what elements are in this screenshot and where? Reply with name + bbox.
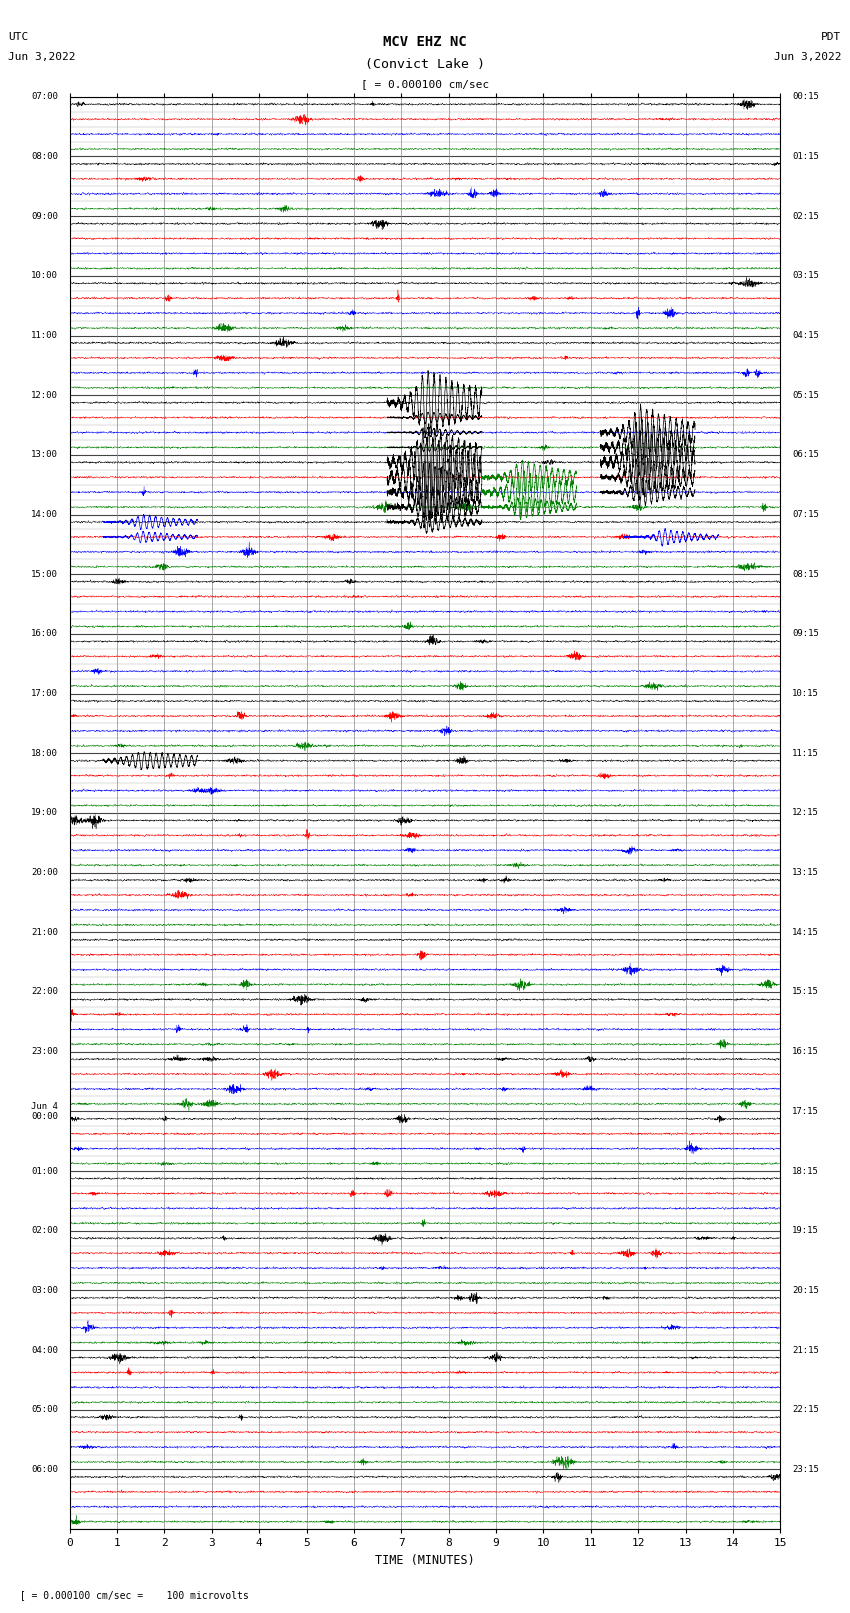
Text: 20:00: 20:00 bbox=[31, 868, 58, 877]
Text: PDT: PDT bbox=[821, 32, 842, 42]
Text: 17:15: 17:15 bbox=[792, 1107, 819, 1116]
Text: 23:00: 23:00 bbox=[31, 1047, 58, 1057]
Text: MCV EHZ NC: MCV EHZ NC bbox=[383, 35, 467, 50]
Text: 12:00: 12:00 bbox=[31, 390, 58, 400]
Text: 18:00: 18:00 bbox=[31, 748, 58, 758]
Text: 18:15: 18:15 bbox=[792, 1166, 819, 1176]
Text: UTC: UTC bbox=[8, 32, 29, 42]
Text: 12:15: 12:15 bbox=[792, 808, 819, 818]
Text: 15:15: 15:15 bbox=[792, 987, 819, 997]
Text: 08:00: 08:00 bbox=[31, 152, 58, 161]
Text: 16:00: 16:00 bbox=[31, 629, 58, 639]
Text: 03:15: 03:15 bbox=[792, 271, 819, 281]
Text: 16:15: 16:15 bbox=[792, 1047, 819, 1057]
Text: 10:00: 10:00 bbox=[31, 271, 58, 281]
Text: 10:15: 10:15 bbox=[792, 689, 819, 698]
Text: 08:15: 08:15 bbox=[792, 569, 819, 579]
Text: 01:15: 01:15 bbox=[792, 152, 819, 161]
Text: 02:00: 02:00 bbox=[31, 1226, 58, 1236]
Text: 06:15: 06:15 bbox=[792, 450, 819, 460]
Text: 03:00: 03:00 bbox=[31, 1286, 58, 1295]
Text: [ = 0.000100 cm/sec =    100 microvolts: [ = 0.000100 cm/sec = 100 microvolts bbox=[8, 1590, 249, 1600]
Text: [ = 0.000100 cm/sec: [ = 0.000100 cm/sec bbox=[361, 79, 489, 89]
Text: (Convict Lake ): (Convict Lake ) bbox=[365, 58, 485, 71]
Text: 19:15: 19:15 bbox=[792, 1226, 819, 1236]
Text: 19:00: 19:00 bbox=[31, 808, 58, 818]
Text: 13:00: 13:00 bbox=[31, 450, 58, 460]
Text: Jun 3,2022: Jun 3,2022 bbox=[8, 52, 76, 61]
Text: 05:00: 05:00 bbox=[31, 1405, 58, 1415]
Text: 21:00: 21:00 bbox=[31, 927, 58, 937]
Text: 09:15: 09:15 bbox=[792, 629, 819, 639]
Text: Jun 3,2022: Jun 3,2022 bbox=[774, 52, 842, 61]
Text: 05:15: 05:15 bbox=[792, 390, 819, 400]
Text: 07:15: 07:15 bbox=[792, 510, 819, 519]
Text: 17:00: 17:00 bbox=[31, 689, 58, 698]
Text: 22:15: 22:15 bbox=[792, 1405, 819, 1415]
Text: 07:00: 07:00 bbox=[31, 92, 58, 102]
Text: 22:00: 22:00 bbox=[31, 987, 58, 997]
Text: 21:15: 21:15 bbox=[792, 1345, 819, 1355]
Text: 20:15: 20:15 bbox=[792, 1286, 819, 1295]
Text: 04:15: 04:15 bbox=[792, 331, 819, 340]
Text: 01:00: 01:00 bbox=[31, 1166, 58, 1176]
Text: 14:00: 14:00 bbox=[31, 510, 58, 519]
Text: 04:00: 04:00 bbox=[31, 1345, 58, 1355]
Text: 14:15: 14:15 bbox=[792, 927, 819, 937]
Text: 15:00: 15:00 bbox=[31, 569, 58, 579]
Text: 02:15: 02:15 bbox=[792, 211, 819, 221]
Text: 23:15: 23:15 bbox=[792, 1465, 819, 1474]
X-axis label: TIME (MINUTES): TIME (MINUTES) bbox=[375, 1553, 475, 1566]
Text: 06:00: 06:00 bbox=[31, 1465, 58, 1474]
Text: Jun 4
00:00: Jun 4 00:00 bbox=[31, 1102, 58, 1121]
Text: 11:15: 11:15 bbox=[792, 748, 819, 758]
Text: 11:00: 11:00 bbox=[31, 331, 58, 340]
Text: 00:15: 00:15 bbox=[792, 92, 819, 102]
Text: 13:15: 13:15 bbox=[792, 868, 819, 877]
Text: 09:00: 09:00 bbox=[31, 211, 58, 221]
